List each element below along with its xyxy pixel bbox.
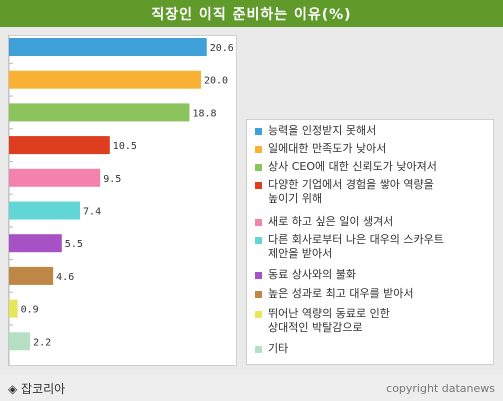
- legend-label: 높은 성과로 최고 대우를 받아서: [268, 287, 414, 301]
- legend-label-line: 상대적인 박탈감으로: [268, 321, 363, 334]
- title-bar: 직장인 이직 준비하는 이유(%): [0, 0, 503, 27]
- legend-item-10: 기타: [255, 342, 489, 356]
- bar-value-label-2: 20.0: [204, 76, 228, 87]
- legend-swatch: [255, 164, 262, 171]
- bar-4: [9, 136, 110, 155]
- legend-label: 다양한 기업에서 경험을 쌓아 역량을 높이기 위해: [268, 178, 434, 206]
- legend-swatch: [255, 182, 262, 189]
- legend-item-6: 다른 회사로부터 나은 대우의 스카우트 제안을 받아서: [255, 233, 489, 261]
- bar-8: [9, 266, 54, 285]
- legend-item-7: 동료 상사와의 불화: [255, 268, 489, 282]
- legend-item-9: 뛰어난 역량의 동료로 인한 상대적인 박탈감으로: [255, 307, 489, 335]
- legend-swatch: [255, 237, 262, 244]
- bar-5: [9, 168, 101, 187]
- legend-label-line: 동료 상사와의 불화: [268, 268, 356, 281]
- legend-label: 다른 회사로부터 나은 대우의 스카우트 제안을 받아서: [268, 233, 444, 261]
- bar-value-label-6: 7.4: [83, 207, 101, 218]
- bar-value-label-4: 10.5: [113, 141, 137, 152]
- bar-9: [9, 299, 18, 318]
- legend-label: 기타: [268, 342, 288, 356]
- legend-label: 상사 CEO에 대한 신뢰도가 낮아져서: [268, 160, 437, 174]
- legend-swatch: [255, 272, 262, 279]
- legend-label-line: 기타: [268, 342, 289, 355]
- legend-swatch: [255, 146, 262, 153]
- copyright-text: copyright datanews: [386, 382, 495, 395]
- bar-10: [9, 332, 31, 351]
- chart-title: 직장인 이직 준비하는 이유(%): [151, 6, 352, 23]
- bar-value-label-3: 18.8: [192, 108, 216, 119]
- legend-swatch: [255, 219, 262, 226]
- legend-item-5: 새로 하고 싶은 일이 생겨서: [255, 215, 489, 229]
- legend-item-2: 일에대한 만족도가 낮아서: [255, 142, 489, 156]
- bar-chart: 20.6 20.0 18.8 10.5 9.5 7.4 5.5 4.6 0.9 2.2: [8, 35, 234, 366]
- legend-label-line: 높은 성과로 최고 대우를 받아서: [268, 287, 414, 300]
- legend-label-line: 상사 CEO에 대한 신뢰도가 낮아져서: [268, 160, 437, 173]
- bar-value-label-10: 2.2: [33, 337, 51, 348]
- legend-item-4: 다양한 기업에서 경험을 쌓아 역량을 높이기 위해: [255, 178, 489, 206]
- bar-2: [9, 70, 201, 89]
- legend-label-line: 다양한 기업에서 경험을 쌓아 역량을: [268, 178, 434, 191]
- legend-label: 새로 하고 싶은 일이 생겨서: [268, 215, 393, 229]
- legend-label: 일에대한 만족도가 낮아서: [268, 142, 386, 156]
- legend-swatch: [255, 346, 262, 353]
- legend-label-line: 높이기 위해: [268, 192, 323, 205]
- footer: ◈ 잡코리아 copyright datanews: [0, 374, 503, 401]
- bar-value-label-8: 4.6: [56, 272, 74, 283]
- legend-item-3: 상사 CEO에 대한 신뢰도가 낮아져서: [255, 160, 489, 174]
- legend-label-line: 뛰어난 역량의 동료로 인한: [268, 307, 390, 320]
- legend-item-8: 높은 성과로 최고 대우를 받아서: [255, 287, 489, 301]
- bar-value-label-9: 0.9: [21, 305, 39, 316]
- legend-label-line: 새로 하고 싶은 일이 생겨서: [268, 215, 394, 228]
- bar-7: [9, 234, 62, 253]
- legend-label-line: 다른 회사로부터 나은 대우의 스카우트: [268, 233, 444, 246]
- legend-item-1: 능력을 인정받지 못해서: [255, 124, 489, 138]
- bar-1: [9, 38, 207, 56]
- legend-swatch: [255, 128, 262, 135]
- source-label: ◈ 잡코리아: [8, 382, 66, 396]
- plot-area: [8, 35, 237, 366]
- bar-value-label-1: 20.6: [210, 43, 234, 54]
- legend-label-line: 일에대한 만족도가 낮아서: [268, 142, 387, 155]
- legend-swatch: [255, 291, 262, 298]
- bar-value-label-5: 9.5: [103, 174, 121, 185]
- bar-value-label-7: 5.5: [65, 239, 83, 250]
- bar-3: [9, 103, 190, 122]
- legend-label: 동료 상사와의 불화: [268, 268, 356, 282]
- legend-label: 능력을 인정받지 못해서: [268, 124, 376, 138]
- bar-6: [9, 201, 81, 220]
- legend-swatch: [255, 311, 262, 318]
- legend-label: 뛰어난 역량의 동료로 인한 상대적인 박탈감으로: [268, 307, 390, 335]
- legend-label-line: 능력을 인정받지 못해서: [268, 124, 377, 137]
- legend-label-line: 제안을 받아서: [268, 247, 333, 260]
